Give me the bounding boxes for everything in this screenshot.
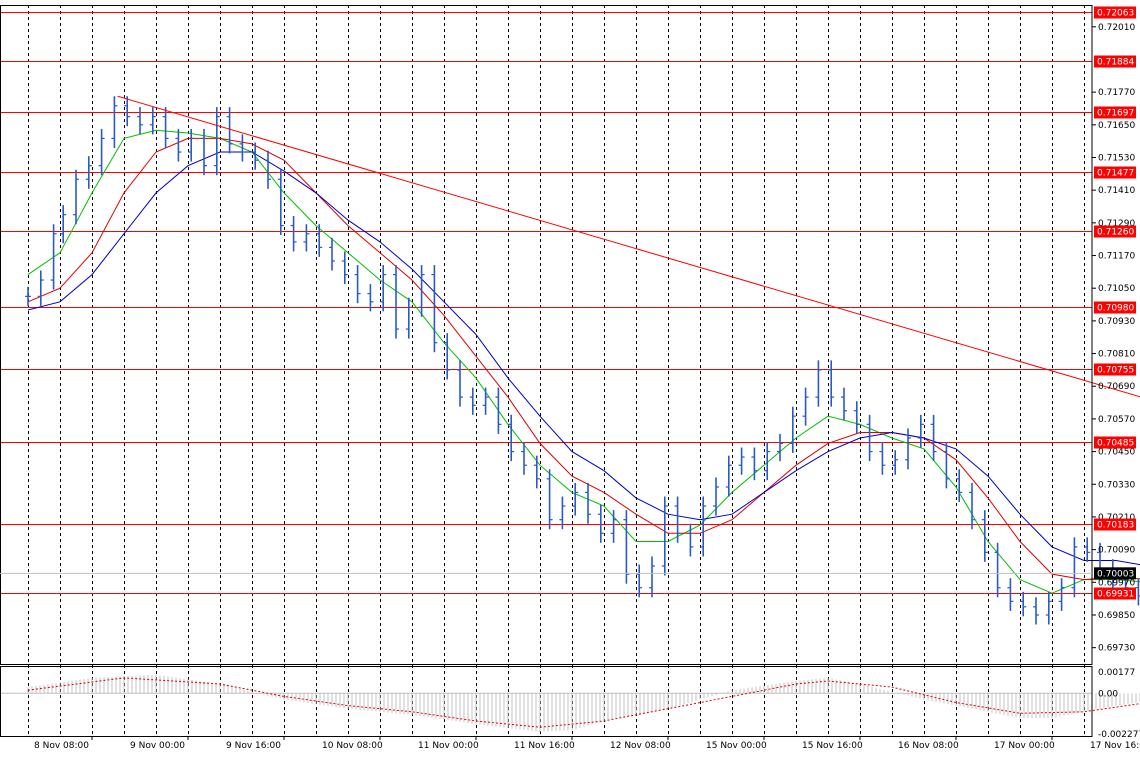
time-axis[interactable]: 8 Nov 08:00 9 Nov 00:00 9 Nov 16:00 10 Nov …: [34, 736, 1140, 751]
time-tick-label: 11 Nov 16:00: [514, 741, 575, 751]
level-tag-box: [1094, 225, 1136, 238]
level-tag-label: 0.71697: [1097, 109, 1134, 119]
level-tag-label: 0.71884: [1097, 58, 1134, 68]
level-tag-label: 0.70485: [1097, 439, 1134, 449]
moving-average-line: [27, 137, 1140, 581]
level-tag-label: 0.70755: [1097, 366, 1134, 376]
moving-average-line: [27, 151, 1140, 566]
oscillator-tick-label: 0.00: [1098, 689, 1118, 699]
level-tag-label: 0.70980: [1097, 304, 1134, 314]
time-tick-label: 9 Nov 00:00: [130, 741, 185, 751]
horizontal-levels[interactable]: [0, 12, 1092, 594]
level-tag-label: 0.69931: [1097, 590, 1134, 600]
time-tick-label: 8 Nov 08:00: [34, 741, 89, 751]
level-tag-box: [1094, 301, 1136, 314]
oscillator-panel: [0, 674, 1140, 732]
price-tick-label: 0.70090: [1098, 546, 1135, 556]
oscillator-panel-border: [0, 666, 1093, 737]
time-tick-label: 15 Nov 00:00: [706, 741, 767, 751]
level-tag-box: [1094, 106, 1136, 119]
current-price-box: [1094, 567, 1136, 580]
time-tick-label: 17 Nov 16:00: [1090, 741, 1140, 751]
level-tag-box: [1094, 518, 1136, 531]
time-tick-label: 10 Nov 08:00: [322, 741, 383, 751]
price-tick-label: 0.70330: [1098, 480, 1135, 490]
price-tick-label: 0.70810: [1098, 350, 1135, 360]
price-tick-label: 0.70930: [1098, 317, 1135, 327]
time-tick-label: 16 Nov 08:00: [898, 741, 959, 751]
price-tick-label: 0.71290: [1098, 219, 1135, 229]
level-tag-label: 0.70183: [1097, 521, 1134, 531]
descending-trendline[interactable]: [117, 95, 1140, 549]
chart-frame: [0, 5, 1093, 737]
price-tick-label: 0.70210: [1098, 513, 1135, 523]
price-tick-label: 0.69850: [1098, 611, 1135, 621]
level-tag-box: [1094, 166, 1136, 179]
trendline[interactable]: [117, 95, 1140, 549]
price-axis[interactable]: 0.72010 0.71770 0.71650 0.71530 0.71410 0.712…: [0, 23, 1140, 740]
time-tick-label: 9 Nov 16:00: [226, 741, 281, 751]
level-tag-label: 0.71260: [1097, 228, 1134, 238]
price-tick-label: 0.71530: [1098, 153, 1135, 163]
oscillator-tick-label: -0.002277: [1098, 730, 1140, 740]
price-tick-label: 0.72010: [1098, 23, 1135, 33]
price-tick-label: 0.71650: [1098, 121, 1135, 131]
price-tick-label: 0.71170: [1098, 252, 1135, 262]
level-tags: 0.72063 0.71884 0.71697 0.71477 0.71260 0.709…: [1094, 6, 1136, 600]
current-price-label: 0.70003: [1097, 569, 1134, 579]
level-tag-box: [1094, 436, 1136, 449]
price-panel-border: [0, 5, 1093, 665]
oscillator-signal-line: [27, 677, 1140, 728]
level-tag-box: [1094, 363, 1136, 376]
price-tick-label: 0.71050: [1098, 284, 1135, 294]
price-tick-label: 0.70690: [1098, 382, 1135, 392]
price-tick-label: 0.71770: [1098, 88, 1135, 98]
price-tick-label: 0.69970: [1098, 578, 1135, 588]
level-tag-box: [1094, 587, 1136, 600]
time-tick-label: 15 Nov 16:00: [802, 741, 863, 751]
time-tick-label: 11 Nov 00:00: [418, 741, 479, 751]
level-tag-box: [1094, 55, 1136, 68]
level-tag-box: [1094, 6, 1136, 19]
time-tick-label: 17 Nov 00:00: [994, 741, 1055, 751]
time-tick-label: 12 Nov 08:00: [610, 741, 671, 751]
level-tag-label: 0.71477: [1097, 169, 1134, 179]
price-tick-label: 0.71410: [1098, 186, 1135, 196]
price-tick-label: 0.69730: [1098, 644, 1135, 654]
oscillator-tick-label: 0.00177: [1098, 668, 1135, 678]
price-tick-label: 0.70450: [1098, 448, 1135, 458]
price-tick-label: 0.70570: [1098, 415, 1135, 425]
level-tag-label: 0.72063: [1097, 9, 1134, 19]
